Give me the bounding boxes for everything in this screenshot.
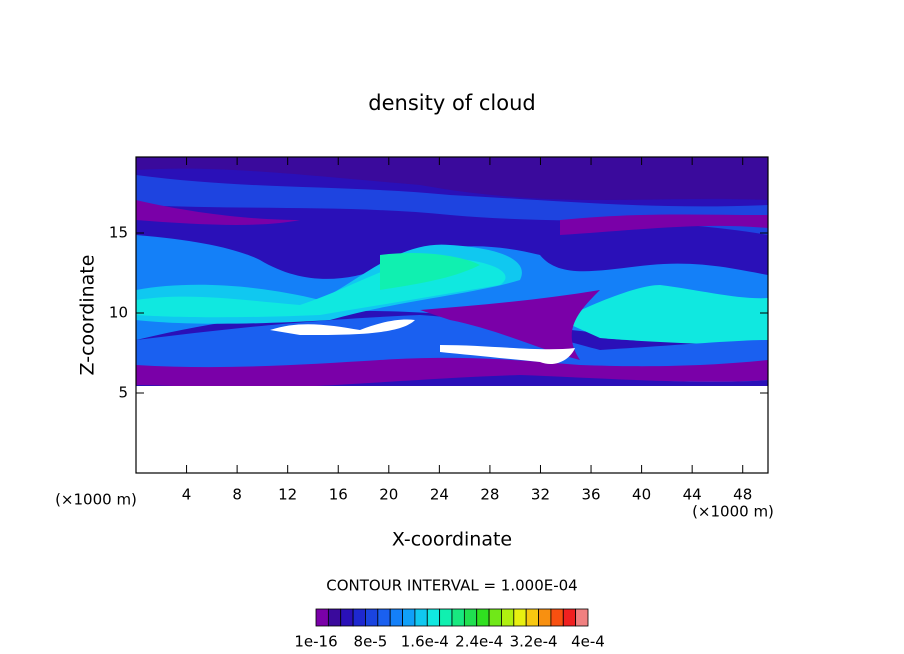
contour-interval: CONTOUR INTERVAL = 1.000E-04 — [326, 577, 577, 595]
colorbar-label: 2.4e-4 — [455, 633, 503, 651]
colorbar-label: 1.6e-4 — [401, 633, 449, 651]
x-tick-label: 24 — [430, 486, 449, 504]
x-tick-label: 4 — [182, 486, 192, 504]
x-tick-label: 44 — [683, 486, 702, 504]
colorbar-cell — [488, 608, 502, 627]
colorbar-cell — [327, 608, 342, 627]
x-tick-label: 16 — [329, 486, 348, 504]
x-tick-label: 32 — [531, 486, 550, 504]
y-tick-label: 5 — [118, 384, 128, 402]
colorbar-cell — [562, 608, 577, 627]
x-tick-label: 12 — [278, 486, 297, 504]
y-tick-label: 15 — [109, 224, 128, 242]
colorbar-cell — [525, 608, 539, 627]
colorbar-cell — [439, 608, 453, 627]
colorbar-cell — [414, 608, 428, 627]
colorbar-cell — [315, 608, 329, 627]
x-axis-label: X-coordinate — [392, 529, 512, 551]
colorbar-cell — [550, 608, 564, 627]
colorbar-cell — [352, 608, 366, 627]
x-tick-label: 8 — [232, 486, 242, 504]
plot-frame — [135, 156, 769, 474]
y-axis-label: Z-coordinate — [77, 255, 99, 376]
x-tick-label: 48 — [733, 486, 752, 504]
x-tick-label: 20 — [379, 486, 398, 504]
colorbar-cell — [501, 608, 515, 627]
colorbar-cell — [513, 608, 527, 627]
colorbar-label: 8e-5 — [354, 633, 388, 651]
colorbar-cell — [575, 608, 589, 627]
x-unit-left: (×1000 m) — [55, 491, 137, 509]
colorbar-cell — [476, 608, 490, 627]
x-tick-label: 40 — [632, 486, 651, 504]
colorbar-cell — [365, 608, 379, 627]
x-tick-label: 28 — [480, 486, 499, 504]
colorbar-cell — [377, 608, 391, 627]
colorbar-cell — [538, 608, 552, 627]
colorbar-cell — [340, 608, 354, 627]
colorbar-label: 1e-16 — [294, 633, 337, 651]
colorbar-cell — [451, 608, 465, 627]
colorbar-cell — [389, 608, 403, 627]
chart-title: density of cloud — [368, 91, 535, 115]
colorbar-cell — [426, 608, 441, 627]
colorbar-label: 3.2e-4 — [510, 633, 558, 651]
colorbar-cell — [463, 608, 478, 627]
y-tick-label: 10 — [109, 304, 128, 322]
colorbar-cell — [402, 608, 416, 627]
x-unit-right: (×1000 m) — [692, 503, 774, 521]
contour-field — [136, 157, 768, 473]
x-tick-label: 36 — [581, 486, 600, 504]
colorbar-label: 4e-4 — [571, 633, 605, 651]
